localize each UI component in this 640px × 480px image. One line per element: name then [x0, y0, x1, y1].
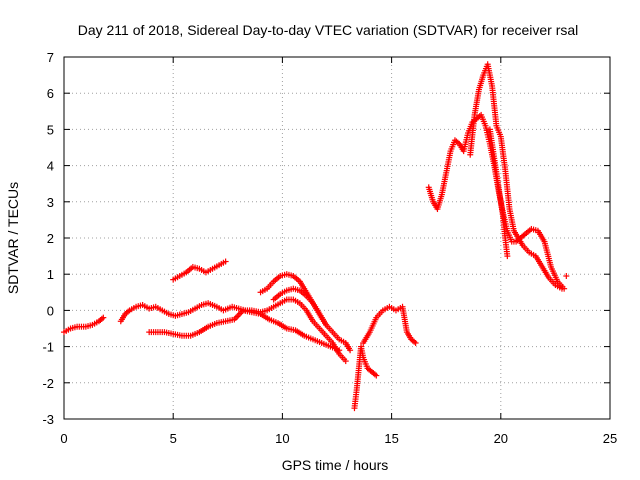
x-tick-label: 0 — [60, 431, 67, 446]
chart-title: Day 211 of 2018, Sidereal Day-to-day VTE… — [78, 22, 579, 38]
x-tick-label: 5 — [170, 431, 177, 446]
y-tick-label: -2 — [42, 376, 54, 391]
data-point — [412, 339, 419, 346]
x-axis-label: GPS time / hours — [282, 457, 389, 473]
data-point — [504, 253, 511, 260]
chart-grid — [64, 57, 610, 419]
y-tick-label: 0 — [47, 303, 54, 318]
x-tick-label: 20 — [494, 431, 508, 446]
data-point — [342, 358, 349, 365]
y-tick-label: 3 — [47, 195, 54, 210]
y-tick-label: 2 — [47, 231, 54, 246]
data-point — [336, 347, 343, 354]
y-tick-label: -3 — [42, 412, 54, 427]
data-point — [347, 347, 354, 354]
data-point — [100, 314, 107, 321]
y-tick-label: 4 — [47, 159, 54, 174]
y-tick-label: 1 — [47, 267, 54, 282]
x-tick-label: 10 — [275, 431, 289, 446]
y-tick-label: 6 — [47, 86, 54, 101]
y-tick-label: -1 — [42, 340, 54, 355]
y-tick-label: 7 — [47, 50, 54, 65]
data-point — [558, 285, 565, 292]
data-point — [563, 273, 570, 280]
data-points — [61, 61, 570, 412]
data-point — [373, 372, 380, 379]
y-axis-label: SDTVAR / TECUs — [5, 182, 21, 294]
data-point — [323, 321, 330, 328]
x-tick-label: 15 — [384, 431, 398, 446]
x-tick-label: 25 — [603, 431, 617, 446]
axis-ticks: 0 5 10 15 20 25 -3 -2 -1 0 1 2 3 4 5 6 7 — [42, 50, 617, 446]
y-tick-label: 5 — [47, 122, 54, 137]
data-point — [222, 258, 229, 265]
